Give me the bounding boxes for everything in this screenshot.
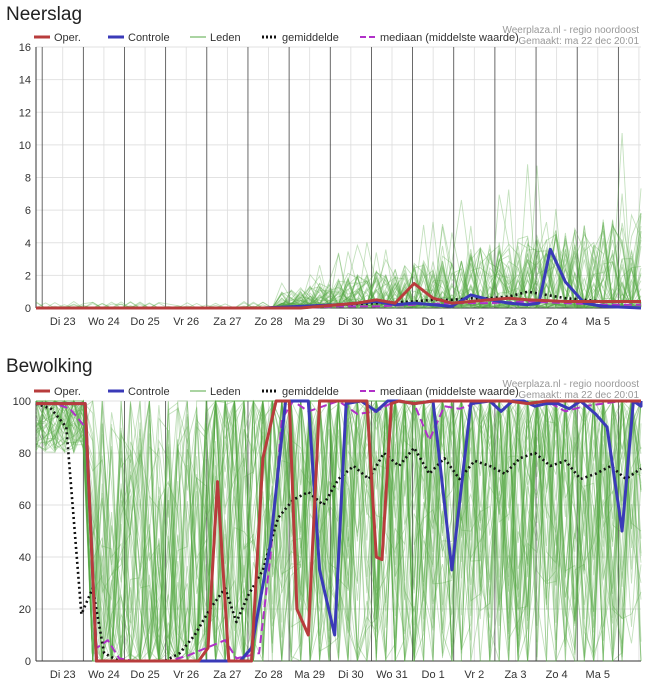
member-line [35, 399, 642, 662]
x-tick-label: Do 1 [422, 669, 445, 681]
x-tick-label: Wo 24 [88, 669, 120, 681]
legend-label-controle: Controle [128, 32, 170, 44]
credit-source: Weerplaza.nl - regio noordoost [502, 25, 639, 36]
legend-label-oper: Oper. [54, 32, 81, 44]
legend-label-leden: Leden [210, 386, 241, 398]
panel-title: Bewolking [6, 356, 93, 377]
y-tick-label: 0 [25, 656, 31, 668]
x-tick-label: Wo 31 [376, 316, 408, 328]
member-line [36, 234, 642, 309]
credit-source: Weerplaza.nl - regio noordoost [502, 379, 639, 390]
precipitation-chart: 0 2 4 6 8 10 12 14 16 Di 23 Wo 24 Do 25 Vr 26 Za 27 Zo… [19, 25, 642, 328]
y-tick-label: 0 [25, 303, 31, 315]
panel-title: Neerslag [6, 4, 83, 25]
legend: Oper. Controle Leden gemiddelde mediaan (mid… [34, 32, 519, 44]
credit-timestamp: Gemaakt: ma 22 dec 20:01 [518, 390, 639, 401]
x-tick-label: Wo 31 [376, 669, 408, 681]
cloud-cover-chart: 0 20 40 60 80 100 Di 23 Wo 24 Do 25 Vr 26 Za 27 Zo … [13, 379, 643, 681]
y-tick-label: 10 [19, 140, 31, 152]
legend-label-oper: Oper. [54, 386, 81, 398]
x-tick-label: Ma 5 [586, 669, 610, 681]
x-tick-label: Wo 24 [88, 316, 120, 328]
legend-label-gemiddelde: gemiddelde [282, 32, 339, 44]
x-tick-label: Ma 29 [294, 316, 325, 328]
member-lines [35, 132, 642, 310]
y-tick-label: 6 [25, 205, 31, 217]
x-tick-label: Vr 26 [173, 316, 199, 328]
member-line [35, 399, 642, 662]
x-tick-label: Di 30 [338, 669, 364, 681]
y-tick-label: 40 [19, 552, 31, 564]
x-tick-label: Zo 4 [546, 669, 568, 681]
y-tick-label: 100 [13, 396, 31, 408]
x-tick-label: Do 25 [130, 669, 159, 681]
x-tick-label: Za 3 [504, 669, 526, 681]
x-tick-label: Zo 4 [546, 316, 568, 328]
y-tick-label: 16 [19, 42, 31, 54]
member-line [36, 399, 642, 663]
x-tick-label: Zo 28 [254, 669, 282, 681]
legend-label-mediaan: mediaan (middelste waarde) [380, 386, 519, 398]
member-line [35, 399, 641, 662]
legend-label-mediaan: mediaan (middelste waarde) [380, 32, 519, 44]
member-line [35, 399, 642, 662]
member-line [35, 400, 642, 662]
member-line [35, 400, 642, 662]
member-line [35, 399, 641, 662]
x-tick-label: Za 3 [504, 316, 526, 328]
member-line [35, 399, 641, 662]
y-tick-label: 4 [25, 238, 31, 250]
legend-label-controle: Controle [128, 386, 170, 398]
series-line-oper [36, 282, 641, 310]
x-tick-label: Za 27 [213, 316, 241, 328]
x-tick-label: Do 1 [422, 316, 445, 328]
member-line [36, 238, 642, 309]
x-tick-label: Di 30 [338, 316, 364, 328]
precipitation-panel: Neerslag 0 2 4 6 8 10 12 14 16 Di 23 Wo 24 Do 25 Vr … [0, 0, 656, 340]
y-tick-label: 80 [19, 448, 31, 460]
x-tick-label: Di 23 [50, 669, 76, 681]
y-tick-label: 20 [19, 604, 31, 616]
cloud-cover-panel: Bewolking 0 20 40 60 80 100 Di 23 Wo 24 Do 25 Vr … [0, 352, 656, 685]
y-tick-label: 2 [25, 270, 31, 282]
member-line [35, 399, 641, 662]
legend: Oper. Controle Leden gemiddelde mediaan (mid… [34, 386, 519, 398]
y-tick-label: 12 [19, 107, 31, 119]
legend-label-leden: Leden [210, 32, 241, 44]
series-line-oper [36, 399, 641, 663]
y-tick-label: 14 [19, 75, 31, 87]
member-line [35, 399, 642, 663]
x-tick-label: Vr 26 [173, 669, 199, 681]
x-tick-label: Za 27 [213, 669, 241, 681]
y-tick-label: 8 [25, 173, 31, 185]
member-line [35, 400, 641, 663]
x-tick-label: Do 25 [130, 316, 159, 328]
y-tick-label: 60 [19, 500, 31, 512]
series-line-gemiddelde [36, 290, 641, 310]
x-tick-label: Vr 2 [464, 669, 484, 681]
x-tick-label: Vr 2 [464, 316, 484, 328]
x-tick-label: Ma 29 [294, 669, 325, 681]
member-line [36, 399, 642, 662]
x-tick-label: Ma 5 [586, 316, 610, 328]
credit-timestamp: Gemaakt: ma 22 dec 20:01 [518, 36, 639, 47]
x-tick-label: Zo 28 [254, 316, 282, 328]
legend-label-gemiddelde: gemiddelde [282, 386, 339, 398]
x-tick-label: Di 23 [50, 316, 76, 328]
